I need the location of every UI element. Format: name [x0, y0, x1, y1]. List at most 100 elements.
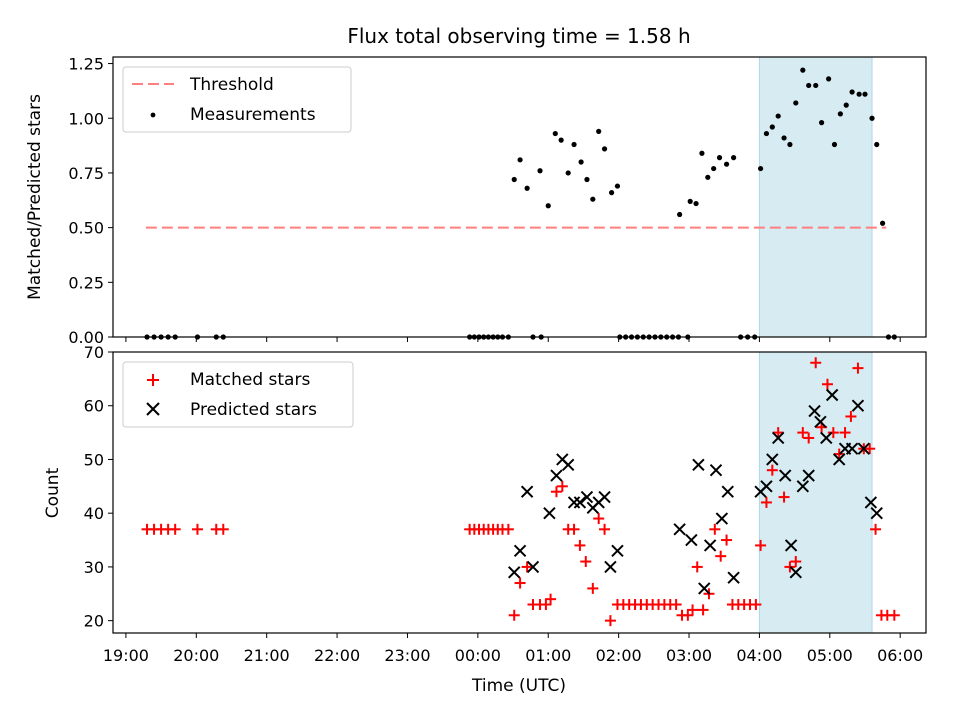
matched-star-point — [870, 523, 882, 535]
measurement-point — [763, 130, 770, 137]
matched-star-point — [845, 410, 857, 422]
predicted-star-point — [550, 469, 563, 482]
measurement-point — [545, 203, 551, 209]
matched-star-point — [755, 539, 767, 551]
top-y-tick-label: 0.25 — [68, 273, 104, 292]
predicted-star-point — [526, 560, 540, 574]
x-tick-label: 21:00 — [244, 646, 290, 665]
predicted-star-point — [508, 566, 521, 579]
matched-star-point — [550, 486, 562, 498]
predicted-star-point — [857, 442, 871, 455]
x-tick-label: 23:00 — [384, 646, 430, 665]
top-y-tick-label: 1.25 — [68, 55, 104, 74]
legend-matched-swatch — [147, 374, 159, 386]
measurement-point — [590, 196, 596, 202]
predicted-star-point — [604, 560, 617, 574]
measurement-point — [677, 211, 683, 218]
top-highlight-span — [758, 56, 873, 338]
matched-star-point — [502, 523, 514, 535]
matched-star-point — [760, 496, 772, 508]
measurement-point — [716, 155, 723, 161]
matched-star-point — [687, 604, 699, 616]
top-y-ticks: 0.00 0.25 0.50 0.75 1.00 1.25 — [68, 55, 113, 347]
measurement-point — [757, 165, 764, 172]
predicted-star-point — [845, 442, 859, 455]
measurement-point — [775, 113, 781, 119]
matched-star-point — [580, 556, 592, 568]
top-y-tick-label: 1.00 — [68, 109, 104, 128]
bottom-y-tick-label: 70 — [84, 343, 104, 362]
matched-star-point — [784, 561, 796, 573]
measurement-point — [552, 130, 558, 137]
legend-measurements-swatch — [150, 112, 156, 118]
top-legend: Threshold Measurements — [122, 66, 352, 133]
bottom-y-tick-label: 30 — [84, 558, 104, 577]
predicted-star-point — [779, 469, 792, 482]
measurement-point — [874, 141, 880, 148]
legend-predicted-label: Predicted stars — [190, 400, 317, 420]
matched-star-point — [568, 523, 580, 535]
measurement-point — [524, 185, 530, 191]
predicted-star-point — [820, 431, 833, 445]
matched-star-point — [556, 480, 568, 492]
predicted-star-point — [760, 480, 773, 493]
top-y-tick-label: 0.50 — [68, 219, 104, 238]
bottom-y-tick-label: 60 — [84, 397, 104, 416]
predicted-star-point — [580, 490, 594, 504]
predicted-star-point — [802, 469, 815, 482]
measurement-point — [571, 141, 577, 148]
matched-star-point — [827, 427, 839, 439]
measurement-point — [800, 67, 806, 73]
matched-star-point — [587, 582, 599, 594]
predicted-star-point — [698, 582, 711, 595]
matched-star-point — [191, 523, 203, 535]
measurement-point — [608, 190, 615, 196]
matched-star-point — [750, 599, 762, 611]
measurement-point — [837, 111, 843, 117]
predicted-star-point — [864, 496, 878, 509]
measurement-point — [693, 200, 699, 207]
predicted-star-point — [832, 453, 846, 466]
matched-star-point — [599, 523, 611, 535]
measurement-point — [862, 91, 868, 97]
bottom-highlight-span — [758, 351, 873, 634]
predicted-star-point — [814, 415, 827, 429]
matched-star-point — [715, 550, 727, 562]
bottom-y-tick-label: 40 — [84, 504, 104, 523]
matched-star-point — [593, 513, 605, 525]
matched-star-point — [574, 539, 586, 551]
measurement-point — [831, 141, 838, 148]
bottom-y-ticks: 20 30 40 50 60 70 — [84, 343, 113, 631]
matched-star-point — [682, 609, 694, 621]
predicted-star-point — [715, 512, 729, 525]
legend-matched-label: Matched stars — [190, 370, 310, 390]
measurement-point — [849, 89, 855, 95]
predicted-star-point — [543, 506, 556, 520]
measurement-point — [787, 141, 793, 148]
legend-predicted-swatch — [146, 402, 160, 416]
measurement-point — [843, 102, 849, 108]
matched-star-point — [852, 362, 864, 374]
x-tick-label: 05:00 — [807, 646, 853, 665]
predicted-star-point — [851, 399, 865, 412]
predicted-star-point — [673, 523, 686, 536]
matched-star-point — [721, 534, 733, 546]
measurement-point — [711, 165, 717, 172]
predicted-star-point — [721, 485, 734, 498]
measurement-point — [537, 168, 543, 174]
predicted-star-point — [573, 496, 587, 509]
measurement-point — [699, 150, 705, 156]
top-x-ticks — [125, 337, 901, 342]
matched-star-point — [766, 464, 778, 476]
measurement-point — [781, 135, 787, 141]
x-tick-label: 02:00 — [596, 646, 642, 665]
matched-star-point — [604, 615, 616, 627]
x-tick-label: 00:00 — [455, 646, 501, 665]
predicted-star-point — [808, 404, 821, 418]
bottom-panel: 20 30 40 50 60 70 19:00 20:00 21:00 22:00 23:00 00… — [43, 343, 927, 696]
matched-star-point — [797, 427, 809, 439]
chart-title: Flux total observing time = 1.58 h — [347, 24, 690, 48]
x-tick-label: 03:00 — [666, 646, 712, 665]
x-tick-label: 06:00 — [877, 646, 923, 665]
predicted-star-point — [766, 453, 779, 466]
